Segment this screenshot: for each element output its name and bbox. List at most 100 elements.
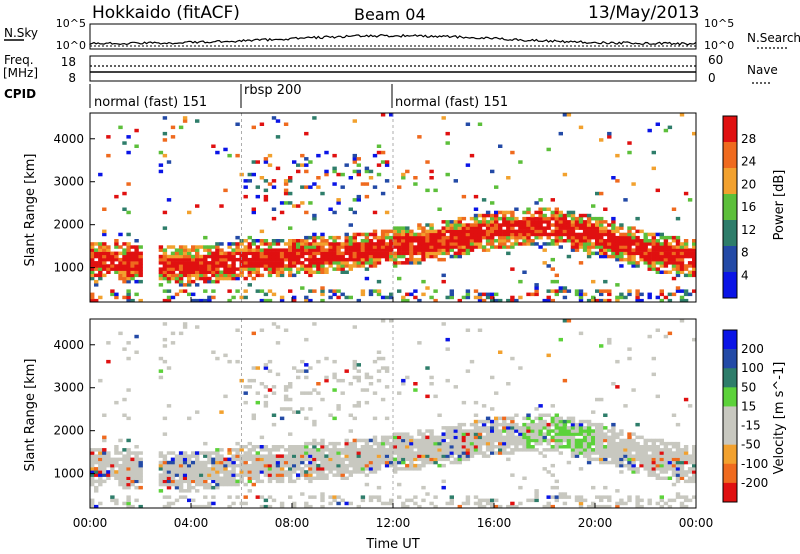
power-cell bbox=[235, 153, 240, 158]
power-cell bbox=[130, 254, 135, 259]
velocity-cell bbox=[316, 448, 321, 452]
power-cell bbox=[296, 248, 301, 252]
power-cell bbox=[437, 239, 442, 243]
velocity-cell bbox=[566, 432, 572, 436]
velocity-cell bbox=[619, 460, 624, 465]
power-cell bbox=[615, 248, 620, 252]
power-cell bbox=[231, 257, 236, 262]
power-cell bbox=[393, 226, 398, 230]
power-cell bbox=[494, 220, 499, 224]
power-cell bbox=[506, 223, 511, 227]
velocity-cell bbox=[187, 489, 192, 493]
power-cell bbox=[384, 257, 390, 262]
velocity-cell bbox=[570, 429, 576, 433]
velocity-cell bbox=[106, 470, 111, 474]
power-cell bbox=[134, 248, 139, 252]
power-cell bbox=[283, 257, 289, 262]
velocity-cell bbox=[591, 435, 596, 440]
power-cell bbox=[603, 229, 608, 234]
power-cell bbox=[465, 289, 471, 293]
velocity-cell bbox=[546, 495, 551, 499]
power-cell bbox=[332, 242, 337, 246]
velocity-cell bbox=[494, 426, 499, 430]
velocity-cell bbox=[514, 429, 519, 433]
power-cell bbox=[368, 254, 374, 259]
power-cell bbox=[122, 261, 127, 265]
power-cell bbox=[166, 267, 172, 271]
power-cell bbox=[182, 257, 188, 262]
power-cell bbox=[498, 223, 503, 227]
power-cell bbox=[106, 264, 111, 268]
velocity-cell bbox=[332, 460, 337, 465]
power-cell bbox=[122, 267, 127, 271]
power-cell bbox=[502, 232, 507, 237]
velocity-cell bbox=[344, 445, 349, 449]
power-cell bbox=[191, 245, 196, 249]
power-cell bbox=[288, 257, 293, 262]
velocity-cell bbox=[130, 470, 135, 474]
velocity-cell bbox=[243, 385, 248, 389]
velocity-cell bbox=[461, 451, 467, 455]
velocity-cell bbox=[449, 429, 454, 433]
velocity-cell bbox=[239, 454, 244, 458]
power-cell bbox=[514, 207, 519, 211]
velocity-cell bbox=[607, 498, 612, 503]
power-cell bbox=[469, 229, 475, 234]
power-cell bbox=[550, 223, 555, 227]
velocity-cell bbox=[518, 501, 523, 506]
power-cell bbox=[623, 232, 628, 237]
velocity-cell bbox=[384, 448, 390, 452]
velocity-cell bbox=[227, 451, 232, 455]
power-cell bbox=[227, 251, 232, 256]
velocity-cell bbox=[174, 454, 180, 458]
power-cell bbox=[485, 229, 491, 234]
velocity-cell bbox=[368, 451, 374, 455]
power-cell bbox=[170, 264, 176, 268]
velocity-cell bbox=[162, 463, 168, 468]
power-cell bbox=[255, 257, 260, 262]
power-cell bbox=[639, 254, 644, 259]
velocity-cell bbox=[586, 435, 592, 440]
power-cell bbox=[134, 254, 139, 259]
power-cell bbox=[126, 232, 131, 237]
velocity-cell bbox=[659, 454, 664, 458]
power-cell bbox=[502, 235, 507, 240]
power-cell bbox=[211, 251, 216, 256]
power-cell bbox=[166, 279, 172, 284]
velocity-cell bbox=[122, 479, 127, 484]
velocity-cell bbox=[692, 460, 697, 465]
velocity-cell bbox=[603, 435, 608, 440]
velocity-cell bbox=[275, 448, 281, 452]
power-cell bbox=[255, 264, 260, 268]
velocity-cell bbox=[259, 457, 265, 462]
power-cell bbox=[243, 264, 248, 268]
velocity-cell bbox=[578, 419, 584, 424]
power-cell bbox=[292, 242, 297, 246]
power-cell bbox=[538, 216, 543, 221]
velocity-cell bbox=[130, 460, 135, 465]
velocity-cell bbox=[675, 476, 681, 480]
velocity-cell bbox=[389, 451, 394, 455]
velocity-cell bbox=[647, 334, 652, 339]
power-cell bbox=[344, 163, 349, 167]
power-cell bbox=[591, 216, 596, 221]
velocity-cell bbox=[344, 454, 349, 458]
velocity-cell bbox=[332, 372, 337, 377]
velocity-cell bbox=[667, 457, 673, 462]
power-cell bbox=[94, 254, 99, 259]
power-cell bbox=[380, 239, 386, 243]
noise-tick-right-top: 10^5 bbox=[704, 17, 734, 30]
velocity-cell bbox=[352, 375, 357, 380]
power-cell bbox=[283, 179, 289, 183]
velocity-cell bbox=[429, 375, 434, 380]
velocity-cell bbox=[134, 476, 139, 480]
power-cell bbox=[623, 242, 628, 246]
power-cell bbox=[332, 251, 337, 256]
power-cell bbox=[465, 245, 471, 249]
power-cell bbox=[469, 239, 475, 243]
power-cell bbox=[376, 248, 382, 252]
power-cell bbox=[384, 160, 390, 164]
velocity-cell bbox=[255, 400, 260, 405]
power-cell bbox=[518, 226, 523, 230]
power-cell bbox=[526, 216, 531, 221]
